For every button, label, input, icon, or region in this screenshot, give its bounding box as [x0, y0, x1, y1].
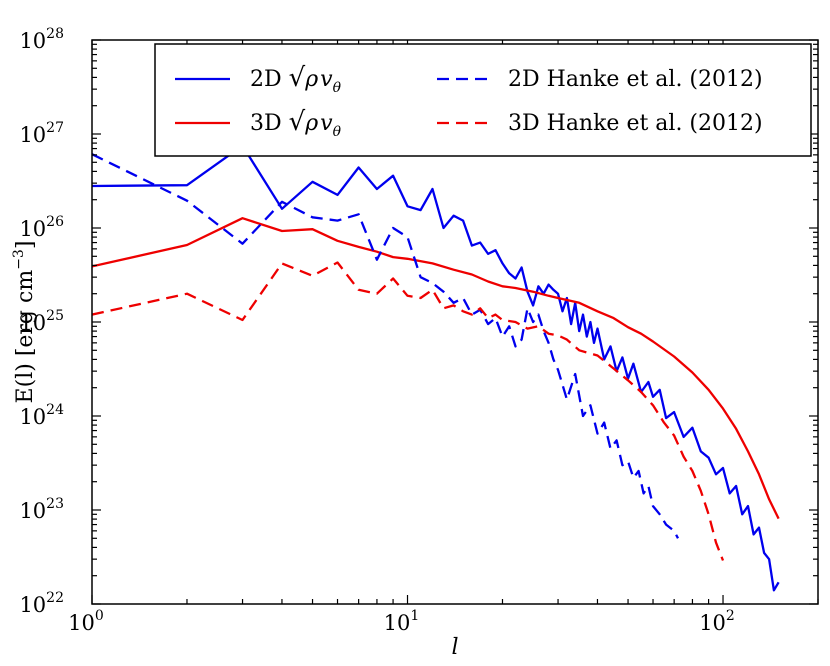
x-tick-label: 100	[68, 608, 104, 635]
y-axis-label: E(l) [erg cm−3]	[11, 241, 38, 404]
y-tick-label: 1024	[19, 402, 64, 429]
legend-label-0: 2D √ρvθ	[250, 63, 342, 96]
legend-entries: 2D √ρvθ 3D √ρvθ 2D Hanke et al. (2012) 3D H…	[175, 63, 763, 140]
y-tick-label: 1026	[19, 214, 64, 241]
series-layer	[92, 144, 780, 592]
y-tick-label: 1023	[19, 496, 64, 523]
legend-label-1: 3D √ρvθ	[250, 107, 342, 140]
y-axis-label-end: ]	[13, 241, 38, 250]
y-axis-label-sup: −3	[11, 249, 27, 270]
y-tick-label: 1022	[19, 590, 64, 617]
x-tick-label: 101	[384, 608, 420, 635]
x-axis-label: l	[451, 635, 458, 660]
series-line-3	[92, 261, 725, 561]
legend-label-2: 2D Hanke et al. (2012)	[508, 67, 763, 92]
y-tick-label: 1027	[19, 120, 64, 147]
legend: 2D √ρvθ 3D √ρvθ 2D Hanke et al. (2012) 3D H…	[154, 43, 812, 157]
plot-area: 100 101 102 1022 1023 1024 1025 1026 1027 1028	[19, 26, 819, 635]
x-tick-label: 102	[699, 608, 735, 635]
y-tick-label: 1025	[19, 308, 64, 335]
y-tick-label: 1028	[19, 26, 64, 53]
ticks-layer: 100 101 102 1022 1023 1024 1025 1026 1027 1028	[19, 26, 819, 635]
series-line-1	[92, 217, 780, 520]
y-axis-label-main: E(l) [erg cm	[13, 270, 38, 404]
series-line-0	[92, 144, 780, 592]
legend-box	[154, 43, 812, 157]
legend-label-3: 3D Hanke et al. (2012)	[508, 111, 763, 136]
series-line-2	[92, 153, 680, 539]
